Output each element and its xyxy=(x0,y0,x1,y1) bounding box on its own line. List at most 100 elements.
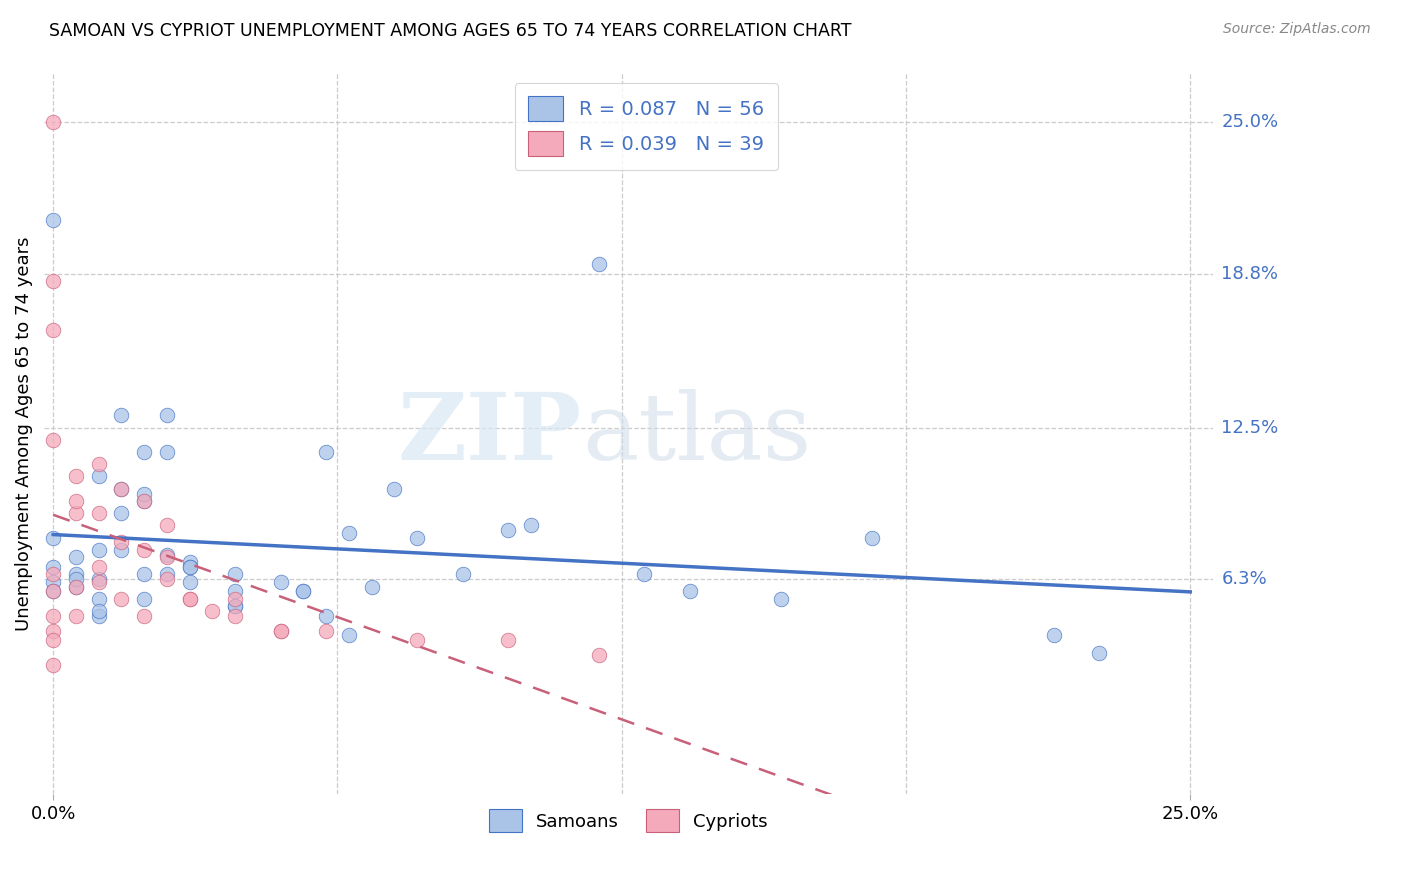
Point xyxy=(42,584,65,599)
Point xyxy=(1088,646,1111,660)
Point xyxy=(134,494,156,508)
Point xyxy=(179,591,201,606)
Point xyxy=(179,560,201,574)
Point xyxy=(337,525,360,540)
Point xyxy=(224,608,246,623)
Point xyxy=(315,608,337,623)
Point xyxy=(110,482,132,496)
Point xyxy=(679,584,702,599)
Point xyxy=(224,599,246,613)
Point xyxy=(42,574,65,589)
Point xyxy=(87,469,110,483)
Point xyxy=(65,567,87,582)
Point xyxy=(42,633,65,648)
Point xyxy=(315,445,337,459)
Point xyxy=(110,542,132,557)
Point xyxy=(87,542,110,557)
Point xyxy=(451,567,474,582)
Point xyxy=(87,574,110,589)
Point xyxy=(87,457,110,471)
Text: ZIP: ZIP xyxy=(398,389,582,479)
Text: 6.3%: 6.3% xyxy=(1222,570,1267,588)
Point xyxy=(270,574,292,589)
Point xyxy=(496,523,519,537)
Point xyxy=(134,567,156,582)
Point xyxy=(156,518,179,533)
Point xyxy=(292,584,315,599)
Point xyxy=(87,591,110,606)
Point xyxy=(110,506,132,520)
Point xyxy=(179,591,201,606)
Point xyxy=(134,542,156,557)
Legend: Samoans, Cypriots: Samoans, Cypriots xyxy=(482,802,775,839)
Point xyxy=(65,550,87,565)
Point xyxy=(406,531,429,545)
Point xyxy=(270,624,292,638)
Point xyxy=(224,599,246,613)
Point xyxy=(406,633,429,648)
Point xyxy=(860,531,883,545)
Point xyxy=(588,648,610,662)
Text: atlas: atlas xyxy=(582,389,811,479)
Text: 25.0%: 25.0% xyxy=(1222,113,1278,131)
Point xyxy=(179,555,201,569)
Point xyxy=(42,323,65,337)
Point xyxy=(110,409,132,423)
Text: Source: ZipAtlas.com: Source: ZipAtlas.com xyxy=(1223,22,1371,37)
Point xyxy=(134,486,156,500)
Point xyxy=(42,608,65,623)
Point xyxy=(42,560,65,574)
Point xyxy=(769,591,792,606)
Point xyxy=(633,567,655,582)
Point xyxy=(156,567,179,582)
Point xyxy=(156,548,179,562)
Point xyxy=(87,560,110,574)
Point xyxy=(65,469,87,483)
Y-axis label: Unemployment Among Ages 65 to 74 years: Unemployment Among Ages 65 to 74 years xyxy=(15,236,32,631)
Point xyxy=(42,584,65,599)
Point xyxy=(156,572,179,586)
Point xyxy=(134,608,156,623)
Point xyxy=(496,633,519,648)
Point xyxy=(224,591,246,606)
Point xyxy=(42,531,65,545)
Point xyxy=(134,445,156,459)
Point xyxy=(337,628,360,642)
Point xyxy=(87,604,110,618)
Text: SAMOAN VS CYPRIOT UNEMPLOYMENT AMONG AGES 65 TO 74 YEARS CORRELATION CHART: SAMOAN VS CYPRIOT UNEMPLOYMENT AMONG AGE… xyxy=(49,22,852,40)
Point xyxy=(65,572,87,586)
Point xyxy=(134,494,156,508)
Text: 12.5%: 12.5% xyxy=(1222,418,1278,436)
Point xyxy=(110,535,132,549)
Point xyxy=(179,574,201,589)
Point xyxy=(42,624,65,638)
Point xyxy=(315,624,337,638)
Point xyxy=(270,624,292,638)
Point xyxy=(156,550,179,565)
Point xyxy=(360,580,382,594)
Point xyxy=(224,584,246,599)
Point xyxy=(588,257,610,271)
Point xyxy=(87,608,110,623)
Point xyxy=(87,572,110,586)
Point xyxy=(224,567,246,582)
Point xyxy=(292,584,315,599)
Point xyxy=(65,608,87,623)
Point xyxy=(1042,628,1064,642)
Point xyxy=(382,482,405,496)
Point xyxy=(156,409,179,423)
Point xyxy=(65,580,87,594)
Point xyxy=(42,567,65,582)
Point xyxy=(110,482,132,496)
Text: 18.8%: 18.8% xyxy=(1222,265,1278,283)
Point xyxy=(110,591,132,606)
Point xyxy=(42,657,65,672)
Point xyxy=(42,274,65,288)
Point xyxy=(156,445,179,459)
Point xyxy=(134,591,156,606)
Point xyxy=(42,115,65,129)
Point xyxy=(65,506,87,520)
Point xyxy=(42,212,65,227)
Point xyxy=(519,518,541,533)
Point xyxy=(65,494,87,508)
